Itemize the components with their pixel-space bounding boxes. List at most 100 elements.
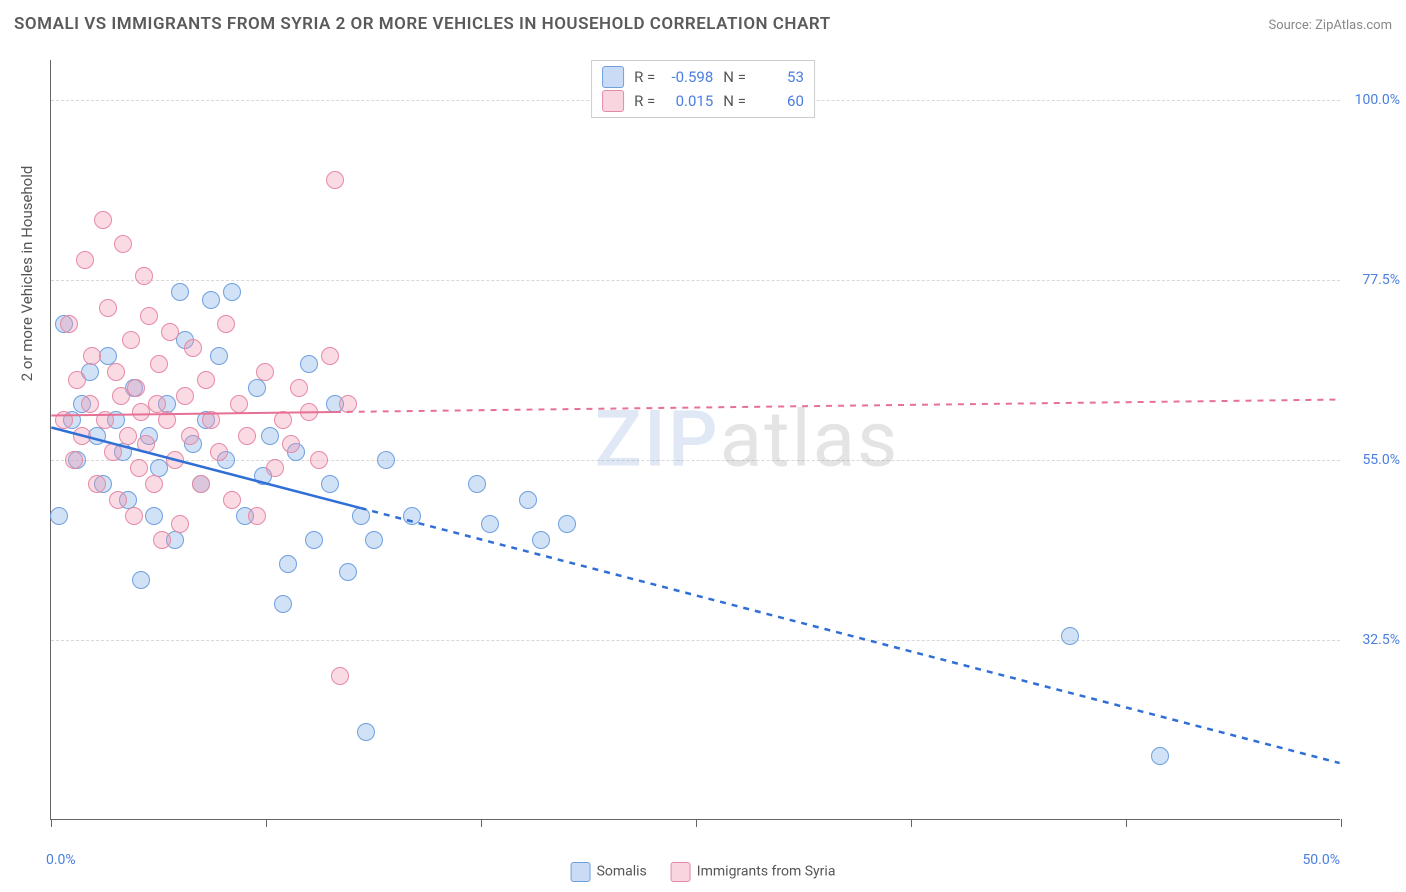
legend-swatch [602, 66, 624, 88]
data-point [83, 347, 101, 365]
data-point [331, 667, 349, 685]
series-legend: Somalis Immigrants from Syria [571, 862, 836, 882]
x-tick [51, 819, 52, 827]
data-point [96, 411, 114, 429]
data-point [481, 515, 499, 533]
data-point [107, 363, 125, 381]
y-tick-label: 77.5% [1345, 272, 1400, 288]
data-point [109, 491, 127, 509]
data-point [210, 347, 228, 365]
data-point [1061, 627, 1079, 645]
data-point [558, 515, 576, 533]
data-point [171, 515, 189, 533]
stats-row: R =0.015N =60 [602, 89, 804, 113]
data-point [223, 283, 241, 301]
data-point [150, 355, 168, 373]
legend-label: Somalis [597, 864, 647, 880]
data-point [76, 251, 94, 269]
data-point [114, 235, 132, 253]
data-point [119, 427, 137, 445]
source-attribution: Source: ZipAtlas.com [1268, 18, 1392, 33]
legend-item: Somalis [571, 862, 647, 882]
data-point [532, 531, 550, 549]
x-tick [266, 819, 267, 827]
data-point [181, 427, 199, 445]
watermark: ZIPatlas [595, 394, 900, 485]
data-point [137, 435, 155, 453]
data-point [300, 403, 318, 421]
x-tick [1341, 819, 1342, 827]
data-point [339, 563, 357, 581]
legend-swatch [571, 862, 591, 882]
data-point [197, 371, 215, 389]
data-point [202, 411, 220, 429]
data-point [55, 411, 73, 429]
n-label: N = [723, 92, 746, 110]
data-point [192, 475, 210, 493]
trendline [335, 400, 1340, 412]
stats-legend-box: R =-0.598N =53R =0.015N =60 [591, 60, 815, 118]
gridline [51, 280, 1340, 281]
data-point [282, 435, 300, 453]
data-point [274, 595, 292, 613]
data-point [310, 451, 328, 469]
data-point [468, 475, 486, 493]
stats-row: R =-0.598N =53 [602, 65, 804, 89]
data-point [135, 267, 153, 285]
data-point [339, 395, 357, 413]
chart-header: SOMALI VS IMMIGRANTS FROM SYRIA 2 OR MOR… [14, 14, 1392, 34]
data-point [519, 491, 537, 509]
scatter-chart: ZIPatlas 32.5%55.0%77.5%100.0% [50, 60, 1340, 820]
x-axis-min-label: 0.0% [46, 852, 76, 868]
data-point [50, 507, 68, 525]
legend-item: Immigrants from Syria [671, 862, 836, 882]
data-point [352, 507, 370, 525]
data-point [230, 395, 248, 413]
n-value: 60 [756, 92, 804, 110]
data-point [148, 395, 166, 413]
data-point [122, 331, 140, 349]
x-tick [1126, 819, 1127, 827]
data-point [326, 171, 344, 189]
data-point [153, 531, 171, 549]
data-point [161, 323, 179, 341]
data-point [266, 459, 284, 477]
data-point [60, 315, 78, 333]
trendline [361, 508, 1340, 763]
data-point [81, 395, 99, 413]
data-point [248, 379, 266, 397]
data-point [130, 459, 148, 477]
y-axis-label: 2 or more Vehicles in Household [18, 166, 36, 382]
x-tick [911, 819, 912, 827]
data-point [65, 451, 83, 469]
y-tick-label: 32.5% [1345, 632, 1400, 648]
data-point [132, 571, 150, 589]
y-tick-label: 55.0% [1345, 452, 1400, 468]
gridline [51, 460, 1340, 461]
legend-swatch [602, 90, 624, 112]
data-point [248, 507, 266, 525]
data-point [238, 427, 256, 445]
n-value: 53 [756, 68, 804, 86]
legend-label: Immigrants from Syria [697, 864, 836, 880]
data-point [68, 371, 86, 389]
n-label: N = [723, 68, 746, 86]
gridline [51, 640, 1340, 641]
data-point [274, 411, 292, 429]
data-point [94, 211, 112, 229]
data-point [166, 451, 184, 469]
trendline [51, 412, 334, 416]
data-point [184, 339, 202, 357]
data-point [171, 283, 189, 301]
r-label: R = [634, 92, 655, 110]
data-point [104, 443, 122, 461]
data-point [158, 411, 176, 429]
data-point [145, 507, 163, 525]
data-point [290, 379, 308, 397]
data-point [210, 443, 228, 461]
data-point [145, 475, 163, 493]
y-tick-label: 100.0% [1345, 92, 1400, 108]
data-point [176, 387, 194, 405]
data-point [1151, 747, 1169, 765]
data-point [365, 531, 383, 549]
